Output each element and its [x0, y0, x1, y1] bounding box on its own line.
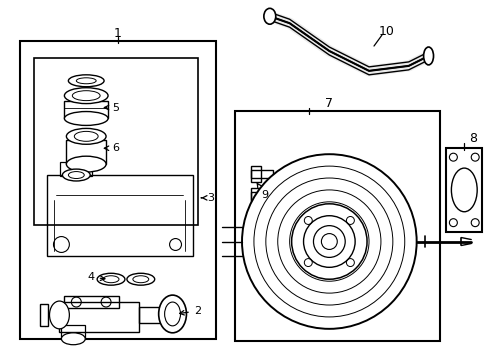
Text: 2: 2: [179, 306, 201, 316]
Circle shape: [291, 204, 366, 279]
Circle shape: [242, 154, 416, 329]
Text: 9: 9: [257, 184, 268, 200]
Bar: [66, 140, 106, 164]
Bar: [46, 175, 193, 256]
Text: 10: 10: [378, 24, 394, 38]
Ellipse shape: [61, 333, 85, 345]
Bar: [139, 307, 166, 323]
Text: 3: 3: [201, 193, 213, 203]
Ellipse shape: [74, 131, 98, 141]
Ellipse shape: [264, 8, 275, 24]
Ellipse shape: [158, 295, 186, 333]
Text: 8: 8: [468, 132, 476, 145]
Text: 1: 1: [114, 27, 122, 40]
Bar: [20, 41, 216, 339]
Ellipse shape: [97, 273, 124, 285]
Ellipse shape: [64, 88, 108, 104]
Bar: [235, 111, 440, 341]
Ellipse shape: [64, 112, 108, 125]
Bar: [250, 192, 272, 200]
Text: 7: 7: [325, 97, 333, 110]
Bar: [250, 170, 272, 178]
Text: 4: 4: [87, 272, 105, 282]
Bar: [34, 58, 198, 225]
Bar: [61, 325, 85, 339]
Bar: [40, 304, 47, 326]
Ellipse shape: [66, 156, 106, 172]
Text: 6: 6: [104, 143, 119, 153]
Bar: [64, 100, 108, 118]
Text: 5: 5: [104, 103, 119, 113]
Ellipse shape: [127, 273, 154, 285]
Bar: [64, 296, 119, 308]
Bar: [250, 188, 260, 204]
Bar: [60, 302, 139, 332]
Bar: [250, 166, 260, 182]
Ellipse shape: [423, 47, 433, 65]
Bar: [446, 148, 481, 231]
Ellipse shape: [66, 129, 106, 144]
Ellipse shape: [72, 91, 100, 100]
Ellipse shape: [62, 169, 90, 181]
Bar: [61, 162, 92, 176]
Ellipse shape: [49, 301, 69, 329]
